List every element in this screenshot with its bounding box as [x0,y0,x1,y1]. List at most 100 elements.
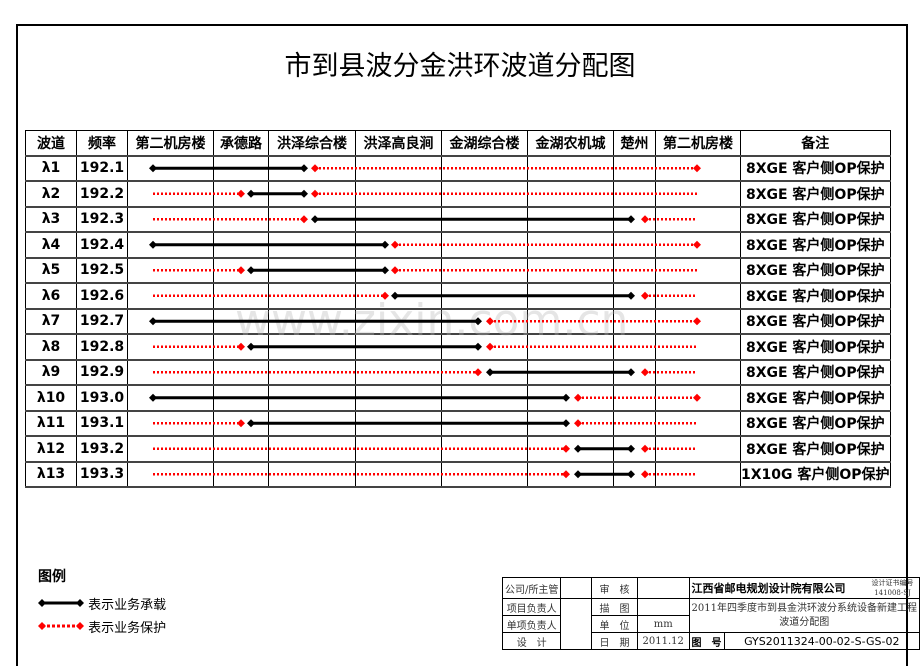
node-marker [237,342,245,351]
frequency-cell: 193.0 [76,384,128,411]
node-marker [149,317,157,326]
node-marker [562,470,570,479]
note-cell: 8XGE 客户侧OP保护 [740,435,891,462]
signature [560,577,593,599]
node-marker [237,189,245,198]
project-name: 2011年四季度市到县金洪环波分系统设备新建工程 [691,602,917,614]
node-marker [486,368,494,377]
node-marker [641,291,649,300]
tb-label: 描 图 [591,598,638,616]
channel-cell: λ4 [25,231,77,258]
node-marker [300,189,308,198]
node-marker [474,368,482,377]
node-marker [474,342,482,351]
node-marker [237,419,245,428]
tb-label: 日 期 [591,632,638,650]
node-marker [641,368,649,377]
cert-number: 141008-SJ [874,589,911,597]
node-marker [641,215,649,224]
channel-cell: λ2 [25,180,77,207]
node-marker [391,240,399,249]
node-marker [247,419,255,428]
work-line-icon [38,599,84,607]
frequency-cell: 193.3 [76,461,128,488]
node-marker [300,215,308,224]
note-cell: 8XGE 客户侧OP保护 [740,384,891,411]
note-cell: 8XGE 客户侧OP保护 [740,308,891,335]
frequency-cell: 192.4 [76,231,128,258]
legend-work-label: 表示业务承载 [88,598,167,613]
node-marker [693,164,701,173]
company-name: 江西省邮电规划设计院有限公司 [688,577,867,599]
node-marker [641,470,649,479]
note-cell: 1X10G 客户侧OP保护 [740,461,891,488]
table-header: 波道 频率 第二机房楼 承德路 洪泽综合楼 洪泽高良涧 金湖综合楼 金湖农机城 楚州 第二机房楼备… [25,130,891,156]
column-header: 备注 [740,130,891,156]
note-cell: 8XGE 客户侧OP保护 [740,333,891,360]
column-header: 洪泽高良涧 [355,130,442,156]
page-title: 市到县波分金洪环波道分配图 [284,51,636,82]
node-marker [381,291,389,300]
legend-work: 表示业务承载 [38,594,166,613]
signature [560,598,593,650]
node-marker [574,444,582,453]
node-marker [641,444,649,453]
legend-protect-label: 表示业务保护 [88,621,167,636]
node-marker [574,470,582,479]
tb-label: 审 核 [591,577,638,599]
tb-label: 公司/所主管 [501,577,562,599]
drawing-name: 波道分配图 [779,616,830,628]
channel-cell: λ5 [25,257,77,284]
node-marker [391,291,399,300]
signature [636,577,690,599]
note-cell: 8XGE 客户侧OP保护 [740,155,891,182]
node-marker [474,317,482,326]
node-marker [381,266,389,275]
tb-label: 单 位 [591,615,638,633]
node-marker [486,317,494,326]
node-marker [149,393,157,402]
cert-label: 设计证书编号 [871,579,914,587]
protect-line-icon [38,622,84,630]
node-marker [627,291,635,300]
column-header: 第二机房楼 [127,130,214,156]
node-marker [627,215,635,224]
legend-protect: 表示业务保护 [38,617,166,636]
channel-cell: λ9 [25,359,77,386]
note-cell: 8XGE 客户侧OP保护 [740,206,891,233]
node-marker [693,393,701,402]
column-header: 频率 [76,130,128,156]
frequency-cell: 192.2 [76,180,128,207]
node-marker [627,368,635,377]
column-header: 波道 [25,130,77,156]
node-marker [574,393,582,402]
tb-label: 图 号 [688,632,725,650]
node-marker [391,266,399,275]
node-marker [149,164,157,173]
signature [636,598,690,616]
node-marker [247,189,255,198]
node-marker [574,419,582,428]
node-marker [237,266,245,275]
node-marker [311,164,319,173]
station-cell [655,410,741,437]
node-marker [247,266,255,275]
tb-label: 项目负责人 [501,598,562,616]
drawing-frame [16,24,908,666]
table-row: λ9 192.9 8XGE 客户侧OP保护 [25,359,891,386]
node-marker [627,444,635,453]
tb-label: 单项负责人 [501,615,562,633]
frequency-cell: 192.5 [76,257,128,284]
note-cell: 8XGE 客户侧OP保护 [740,180,891,207]
date-value: 2011.12 [636,632,690,650]
column-header: 楚州 [613,130,656,156]
legend: 图例 表示业务承载 表示业务保护 [38,566,166,636]
title-block: 公司/所主管 审 核 江西省邮电规划设计院有限公司 设计证书编号 141008-SJ 项… [501,577,920,650]
node-marker [149,240,157,249]
node-marker [300,164,308,173]
drawing-number: GYS2011324-00-02-S-GS-02 [723,632,920,650]
table-row: λ7 192.7 8XGE 客户侧OP保护 [25,308,891,335]
frequency-cell: 192.9 [76,359,128,386]
node-marker [311,189,319,198]
